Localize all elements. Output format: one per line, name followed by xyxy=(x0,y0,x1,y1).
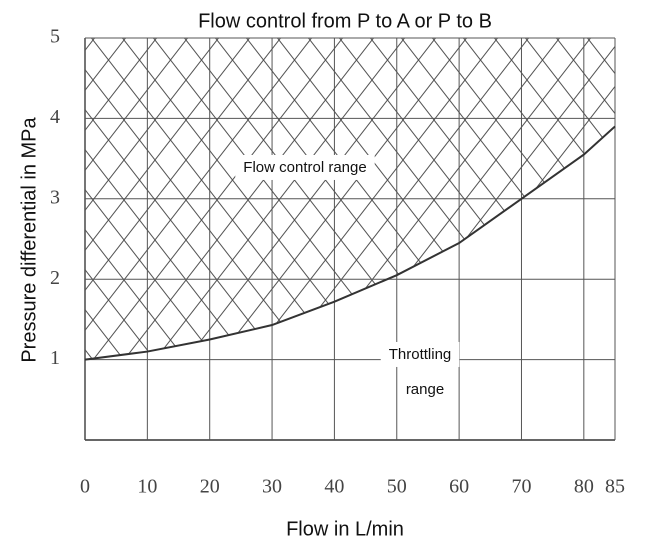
x-tick-label: 20 xyxy=(200,476,220,498)
hatched-area xyxy=(85,38,615,360)
y-axis-label: Pressure differential in MPa xyxy=(18,116,40,362)
x-tick-label: 70 xyxy=(511,476,531,498)
x-tick-label: 80 xyxy=(574,476,594,498)
y-tick-label: 2 xyxy=(50,267,60,289)
x-tick-label: 0 xyxy=(80,476,90,498)
y-tick-label: 1 xyxy=(50,347,60,369)
annotation-bg xyxy=(380,341,460,367)
annotation: Flow control range xyxy=(243,159,366,176)
chart-title: Flow control from P to A or P to B xyxy=(198,10,492,32)
annotation: Throttling xyxy=(389,346,452,363)
x-tick-label: 85 xyxy=(605,476,625,498)
y-tick-label: 5 xyxy=(50,26,60,48)
line xyxy=(84,125,616,361)
x-axis-label: Flow in L/min xyxy=(286,518,404,540)
y-tick-label: 3 xyxy=(50,186,60,208)
x-tick-label: 10 xyxy=(137,476,157,498)
annotation: range xyxy=(406,381,444,398)
x-tick-label: 30 xyxy=(262,476,282,498)
x-tick-label: 60 xyxy=(449,476,469,498)
annotation-bg xyxy=(397,376,453,402)
y-tick-label: 4 xyxy=(50,106,60,128)
annotation-bg xyxy=(235,154,375,180)
x-tick-label: 50 xyxy=(387,476,407,498)
x-tick-label: 40 xyxy=(324,476,344,498)
